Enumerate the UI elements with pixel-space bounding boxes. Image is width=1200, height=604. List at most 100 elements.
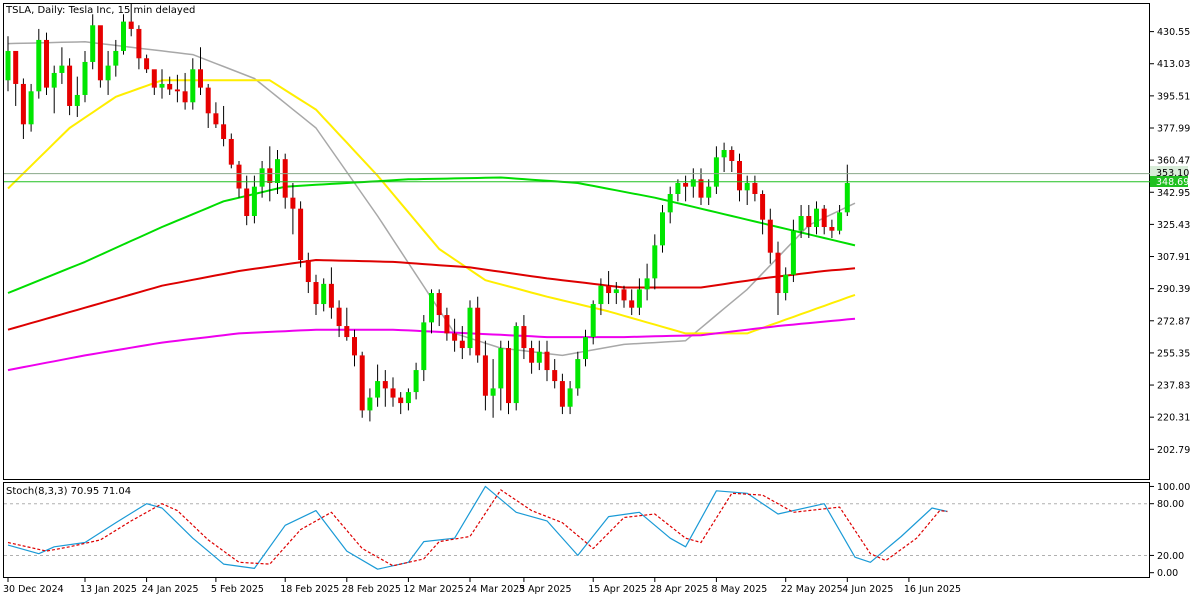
candle-down xyxy=(475,307,481,356)
candle-down xyxy=(752,182,758,194)
ma-line-3 xyxy=(7,176,856,294)
stoch-d-line xyxy=(7,489,948,567)
candle-down xyxy=(775,252,781,294)
candle-up xyxy=(367,397,373,411)
candle-down xyxy=(729,149,735,161)
candle-up xyxy=(837,212,843,231)
time-tick-label: 8 May 2025 xyxy=(711,584,767,595)
candle-down xyxy=(267,168,273,183)
time-tick-label: 13 Jan 2025 xyxy=(80,584,137,595)
stoch-layer: 100.00 80.00 20.00 0.00 xyxy=(4,482,1190,579)
price-tick-label: 325.43 xyxy=(1157,220,1190,231)
time-tick-label: 12 Mar 2025 xyxy=(403,584,463,595)
candle-down xyxy=(829,227,835,231)
candle-up xyxy=(113,50,119,66)
candle-down xyxy=(390,388,396,398)
candle-down xyxy=(136,28,142,59)
candle-down xyxy=(213,113,219,125)
candle-up xyxy=(598,285,604,305)
candle-down xyxy=(621,289,627,301)
price-tick-label: 395.51 xyxy=(1157,91,1190,102)
candle-down xyxy=(544,351,550,371)
candle-up xyxy=(690,179,696,187)
main-panel-frame xyxy=(3,3,1150,480)
candle-up xyxy=(275,159,280,183)
candle-up xyxy=(51,72,57,88)
candle-up xyxy=(790,230,796,275)
candle-up xyxy=(721,149,727,158)
candle-down xyxy=(221,124,227,139)
stoch-tick-label: 80.00 xyxy=(1157,499,1184,510)
price-tag-last: 353.10 xyxy=(1156,168,1189,179)
candle-down xyxy=(444,315,450,334)
candle-down xyxy=(529,348,535,363)
time-tick-label: 4 Jun 2025 xyxy=(842,584,893,595)
candle-down xyxy=(151,69,157,88)
candle-up xyxy=(575,359,581,389)
time-tick-label: 24 Mar 2025 xyxy=(465,584,525,595)
candle-down xyxy=(506,348,511,404)
candle-up xyxy=(105,65,111,81)
candle-down xyxy=(244,188,250,217)
price-tick-label: 220.31 xyxy=(1157,413,1190,424)
candle-up xyxy=(36,39,42,92)
candle-up xyxy=(413,370,419,393)
ma-line-4 xyxy=(7,259,856,331)
candle-up xyxy=(159,83,165,88)
price-tick-label: 237.83 xyxy=(1157,381,1190,392)
candle-down xyxy=(737,160,742,191)
stoch-panel-frame xyxy=(3,482,1150,578)
candle-up xyxy=(498,348,504,389)
time-tick-label: 3 Apr 2025 xyxy=(519,584,572,595)
time-tick-label: 16 Jun 2025 xyxy=(904,584,961,595)
price-tick-label: 307.91 xyxy=(1157,252,1190,263)
candle-up xyxy=(613,289,619,294)
candle-up xyxy=(59,65,65,73)
time-tick-label: 22 May 2025 xyxy=(781,584,843,595)
candle-down xyxy=(328,283,334,308)
time-tick-label: 30 Dec 2024 xyxy=(3,584,64,595)
candle-up xyxy=(652,245,658,279)
candle-down xyxy=(683,182,689,187)
candle-up xyxy=(814,208,819,228)
candle-down xyxy=(806,216,812,228)
candle-up xyxy=(259,168,265,187)
stoch-tick-label: 20.00 xyxy=(1157,551,1184,562)
price-axis: 430.55 413.03 395.51 377.99 360.47 342.95 325.… xyxy=(1150,27,1190,456)
candle-down xyxy=(344,326,350,338)
candle-down xyxy=(313,282,319,305)
candle-down xyxy=(298,208,304,261)
candle-down xyxy=(359,355,365,411)
stoch-tick-label: 0.00 xyxy=(1157,568,1178,579)
candle-down xyxy=(629,300,635,308)
price-tick-label: 413.03 xyxy=(1157,59,1190,70)
price-tick-label: 290.39 xyxy=(1157,284,1190,295)
candle-up xyxy=(513,326,519,404)
price-tick-label: 255.35 xyxy=(1157,348,1190,359)
candle-up xyxy=(567,388,573,407)
candle-down xyxy=(760,194,766,220)
candle-up xyxy=(660,212,665,246)
time-axis: 30 Dec 2024 13 Jan 2025 24 Jan 2025 5 Feb 2… xyxy=(3,578,961,595)
candle-down xyxy=(236,164,242,189)
candle-down xyxy=(128,21,134,29)
price-level-lines xyxy=(4,173,1150,183)
candle-up xyxy=(5,50,11,81)
candle-down xyxy=(452,333,458,341)
candle-down xyxy=(167,83,173,90)
candle-up xyxy=(675,182,681,194)
candle-up xyxy=(583,337,588,360)
candle-up xyxy=(536,351,542,363)
candle-up xyxy=(321,283,327,305)
price-tag-second-bg xyxy=(1150,176,1188,187)
candle-down xyxy=(352,337,357,356)
price-tick-label: 430.55 xyxy=(1157,27,1190,38)
candle-up xyxy=(713,157,719,187)
stoch-k-line xyxy=(7,485,948,570)
candle-down xyxy=(205,87,211,114)
candle-up xyxy=(490,388,496,396)
candle-down xyxy=(459,340,465,349)
candle-down xyxy=(606,285,612,294)
candle-down xyxy=(521,326,527,349)
